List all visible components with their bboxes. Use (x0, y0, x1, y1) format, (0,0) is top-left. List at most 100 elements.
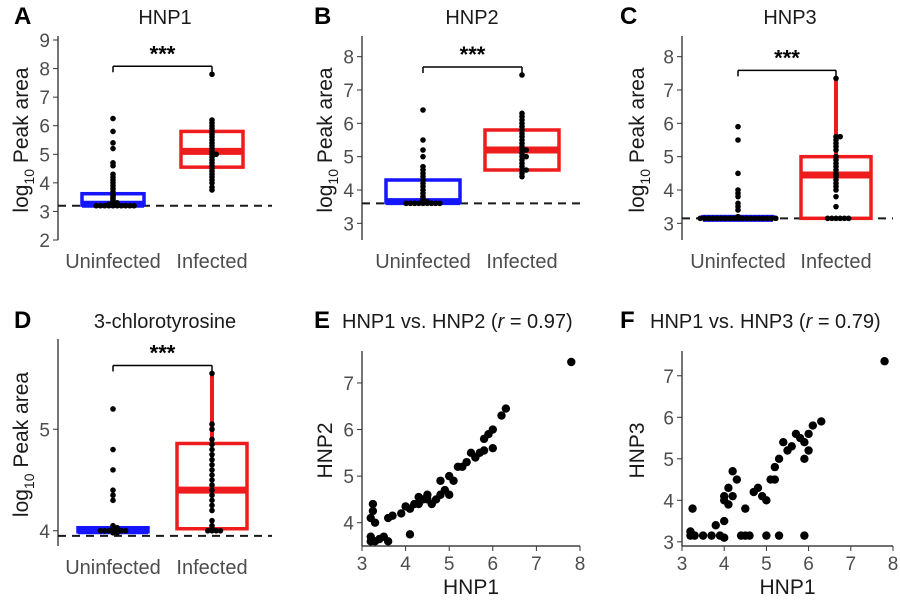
scatter-point (497, 411, 506, 420)
x-tick-label: 6 (803, 554, 814, 575)
significance-label: *** (774, 45, 800, 70)
y-tick-label: 8 (39, 60, 50, 81)
data-point (209, 421, 215, 428)
y-axis-label-subscript: 10 (21, 169, 37, 185)
data-point (217, 527, 224, 534)
scatter-point (567, 357, 576, 367)
data-point (122, 527, 129, 534)
y-tick-label: 5 (343, 467, 354, 488)
scatter-point (368, 499, 378, 509)
data-point (209, 436, 215, 443)
y-axis-label: log10 Peak area (10, 372, 37, 517)
x-tick-label: 8 (888, 554, 899, 575)
data-point (718, 215, 724, 222)
scatter-point (501, 404, 511, 413)
y-tick-label: 5 (663, 148, 674, 169)
data-point (833, 193, 839, 200)
scatter-point (383, 537, 393, 546)
panel-title: HNP2 (445, 7, 498, 29)
y-tick-label: 7 (343, 81, 354, 102)
data-point (523, 147, 529, 153)
data-point (209, 507, 215, 514)
data-point (209, 456, 215, 463)
significance-label: *** (460, 42, 486, 67)
data-point (118, 202, 125, 209)
panel-title-r: r (806, 311, 814, 333)
data-point (403, 200, 410, 207)
data-point (722, 215, 729, 222)
data-point (97, 202, 104, 209)
y-axis-label: HNP2 (314, 422, 337, 478)
data-point (205, 527, 211, 534)
scatter-point (745, 531, 754, 540)
scatter-point (804, 429, 813, 439)
data-point (209, 497, 215, 504)
y-axis-label-text: Peak area (10, 372, 33, 474)
data-point (428, 200, 435, 207)
scatter-point (397, 509, 406, 518)
data-point (209, 184, 215, 190)
data-point (739, 215, 745, 222)
data-point (209, 462, 215, 468)
data-point (209, 477, 215, 483)
scatter-point (817, 417, 826, 426)
data-point (97, 527, 104, 534)
scatter-point (800, 454, 809, 464)
scatter-point (414, 492, 423, 502)
scatter-point (698, 531, 708, 540)
x-category-label: Uninfected (375, 251, 471, 273)
scatter-point (388, 511, 397, 520)
data-point (833, 133, 839, 140)
y-tick-label: 3 (343, 214, 354, 235)
y-tick-label: 6 (39, 117, 50, 138)
data-point (110, 522, 116, 529)
data-point (209, 502, 215, 509)
significance-label: *** (150, 340, 176, 365)
scatter-point (741, 504, 750, 513)
panel-c: C HNP3 3 4 5 6 7 8 log10 Peak area Uninfected Infe… (620, 3, 893, 273)
x-tick-label: 5 (444, 554, 455, 575)
scatter-point (436, 476, 445, 485)
y-tick-label: 2 (39, 231, 50, 252)
scatter-point (462, 457, 471, 467)
data-point (756, 215, 762, 222)
data-point (110, 145, 116, 152)
panel-label: E (314, 307, 330, 334)
x-category-label: Infected (176, 557, 247, 579)
data-point (114, 200, 120, 206)
data-point (420, 163, 426, 170)
data-point (209, 522, 215, 529)
panel-title-main: HNP1 vs. HNP3 ( (650, 311, 806, 333)
scatter-point (800, 531, 809, 540)
x-tick-label: 8 (575, 554, 586, 575)
data-point (420, 107, 426, 113)
data-point (110, 171, 116, 178)
y-axis-label: log10 Peak area (314, 67, 341, 212)
y-tick-label: 5 (663, 450, 674, 471)
data-point (411, 200, 418, 207)
scatter-point (686, 527, 695, 536)
panel-title-main: HNP1 vs. HNP2 ( (342, 311, 498, 333)
data-point (726, 215, 733, 222)
data-point (833, 75, 839, 82)
scatter-point (762, 531, 771, 540)
x-tick-label: 4 (719, 554, 730, 575)
data-point (735, 200, 741, 207)
data-point (735, 123, 741, 130)
data-point (420, 153, 426, 160)
scatter-point (770, 475, 780, 484)
panel-label: B (314, 3, 331, 30)
scatter-point (724, 483, 733, 493)
scatter-point (880, 357, 889, 366)
y-tick-label: 9 (39, 31, 50, 52)
x-axis-label: HNP1 (759, 576, 815, 599)
x-category-label: Infected (800, 251, 871, 273)
y-axis-label: HNP3 (626, 422, 649, 478)
data-point (101, 527, 108, 534)
y-axis-label-log: log (10, 489, 33, 517)
scatter-point (423, 490, 432, 499)
data-point (110, 406, 116, 412)
data-point (833, 203, 839, 210)
